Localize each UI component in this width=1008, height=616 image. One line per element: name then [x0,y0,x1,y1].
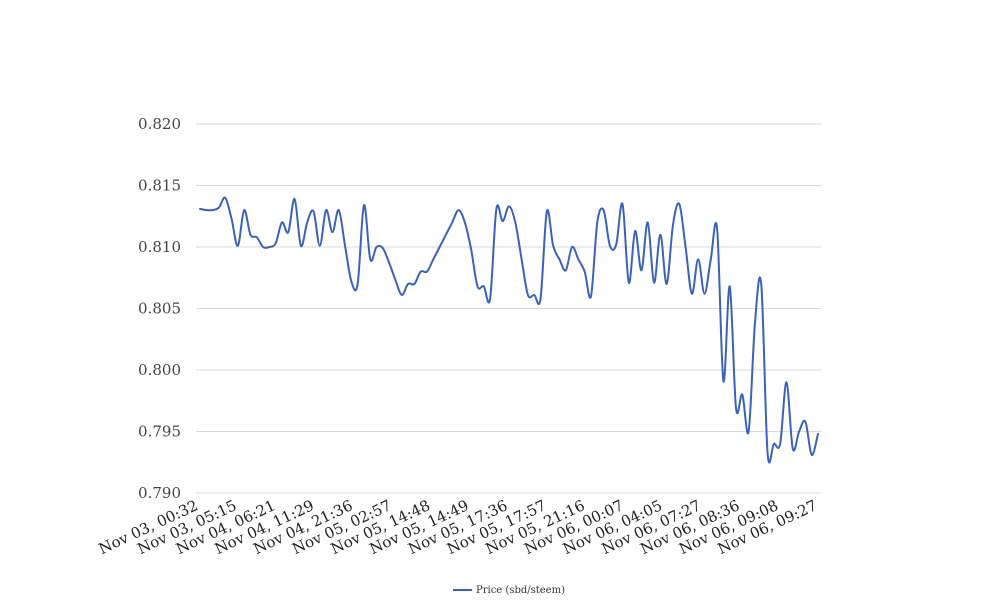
y-tick-label: 0.800 [138,361,181,379]
series-line-0 [199,196,819,464]
y-tick-label: 0.805 [138,300,181,318]
y-tick-label: 0.790 [138,484,181,502]
y-axis-ticks: 0.790 0.795 0.800 0.805 0.810 0.815 0.820 [138,115,181,502]
gridlines [196,123,821,494]
legend-label-price: Price (sbd/steem) [476,585,565,596]
y-tick-label: 0.815 [138,177,181,195]
legend: Price (sbd/steem) [453,585,565,596]
series-layer [199,196,819,464]
y-tick-label: 0.820 [138,115,181,133]
y-tick-label: 0.810 [138,238,181,256]
y-tick-label: 0.795 [138,423,181,441]
